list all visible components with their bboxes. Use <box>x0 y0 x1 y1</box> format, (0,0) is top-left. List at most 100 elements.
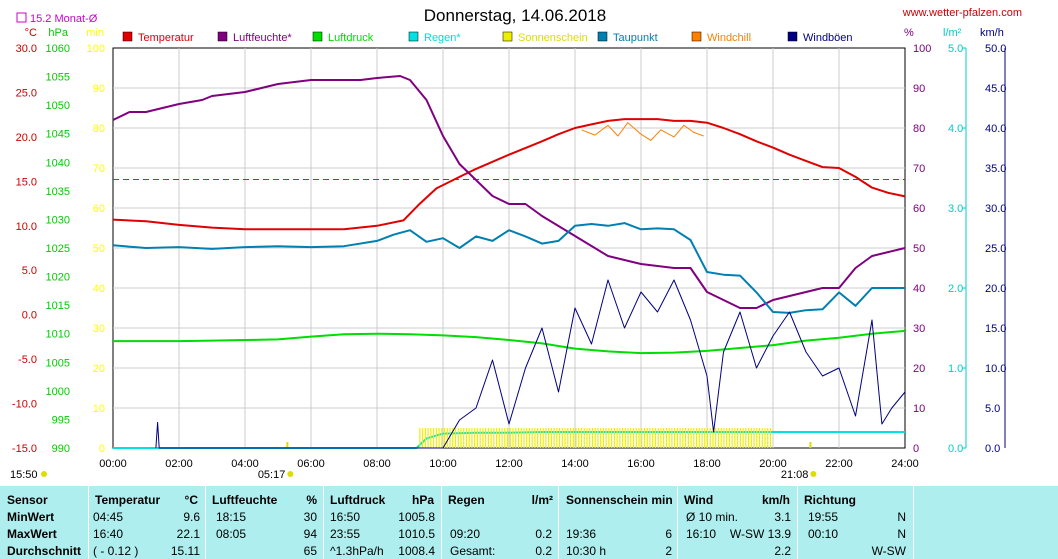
hum-time: 18:15 <box>216 510 247 524</box>
time-tick-label: 10:00 <box>429 458 457 470</box>
header-dir: Richtung <box>804 493 856 507</box>
rain-tick-label: 0.0 <box>948 443 963 455</box>
corner-time-label: 15:50 <box>10 469 38 481</box>
sunset-label: 21:08 <box>781 469 809 481</box>
wind-value: 2.2 <box>774 544 791 558</box>
wind-unit-label: km/h <box>980 27 1004 39</box>
rain-tick-label: 5.0 <box>948 43 963 55</box>
wind-time: 16:10 <box>686 527 717 541</box>
hum-value: 65 <box>303 544 317 558</box>
minutes-tick-label: 90 <box>93 83 105 95</box>
legend-label: Sonnenschein <box>518 32 588 44</box>
minutes-tick-label: 30 <box>93 323 105 335</box>
press-value: 1008.4 <box>398 544 435 558</box>
legend-label: Temperatur <box>138 32 194 44</box>
header-temp: Temperatur <box>95 493 161 507</box>
series-line-2 <box>113 329 906 355</box>
header-sun: Sonnenschein min <box>566 493 673 507</box>
sun-icon <box>810 471 817 477</box>
legend-label: Taupunkt <box>613 32 658 44</box>
weather-chart-svg: 30.0 25.0 20.0 15.0 10.0 5.0 0.0 -5.0 -10.0 -15.0… <box>10 6 1022 481</box>
time-tick-label: 24:00 <box>891 458 919 470</box>
pressure-tick-label: 990 <box>52 443 70 455</box>
header-rain: Regen <box>448 493 485 507</box>
table-divider <box>797 486 798 559</box>
header-hum-unit: % <box>306 493 317 507</box>
legend-swatch <box>691 31 702 42</box>
time-tick-label: 00:00 <box>99 458 127 470</box>
legend-swatch <box>312 31 323 42</box>
rain-unit-label: l/m² <box>943 27 962 39</box>
wind-tick-label: 5.0 <box>985 403 1000 415</box>
percent-tick-label: 80 <box>913 123 925 135</box>
temp-tick-label: 30.0 <box>16 43 37 55</box>
header-temp-unit: °C <box>184 493 198 507</box>
percent-tick-label: 30 <box>913 323 925 335</box>
wind-tick-label: 45.0 <box>985 83 1006 95</box>
rain-tick-label: 4.0 <box>948 123 963 135</box>
pressure-tick-label: 1055 <box>46 72 70 84</box>
legend-swatch <box>502 31 513 42</box>
legend-label: Windchill <box>707 32 751 44</box>
temp-tick-label: 20.0 <box>16 132 37 144</box>
header-rain-unit: l/m² <box>531 493 553 507</box>
rain-value: 0.2 <box>535 527 552 541</box>
table-divider <box>441 486 442 559</box>
percent-tick-label: 50 <box>913 243 925 255</box>
temp-unit-label: °C <box>25 27 37 39</box>
pressure-tick-label: 1045 <box>46 129 70 141</box>
row-label: MinWert <box>7 510 55 524</box>
percent-tick-label: 10 <box>913 403 925 415</box>
sun-time: 19:36 <box>566 527 597 541</box>
statistics-table: Sensor Temperatur °C Luftfeuchte% Luftdruck h… <box>0 486 1058 559</box>
wind-tick-label: 35.0 <box>985 163 1006 175</box>
pressure-tick-label: 1035 <box>46 186 70 198</box>
press-value: 1005.8 <box>398 510 435 524</box>
series-line-3 <box>113 431 905 449</box>
wind-tick-label: 25.0 <box>985 243 1006 255</box>
rain-value: 0.2 <box>535 544 552 558</box>
minutes-tick-label: 10 <box>93 403 105 415</box>
rain-tick-label: 2.0 <box>948 283 963 295</box>
header-sensor: Sensor <box>7 493 48 507</box>
time-tick-label: 06:00 <box>297 458 325 470</box>
minutes-tick-label: 100 <box>87 43 105 55</box>
hum-value: 30 <box>303 510 317 524</box>
press-value: 1010.5 <box>398 527 435 541</box>
legend-swatch <box>408 31 419 42</box>
header-wind: Wind <box>684 493 714 507</box>
percent-tick-label: 100 <box>913 43 931 55</box>
temp-time: 16:40 <box>93 527 124 541</box>
wind-value: 3.1 <box>774 510 791 524</box>
legend-swatch <box>597 31 608 42</box>
pressure-tick-label: 1010 <box>46 329 70 341</box>
time-tick-label: 12:00 <box>495 458 523 470</box>
temp-value: 22.1 <box>176 527 200 541</box>
temp-time: 04:45 <box>93 510 124 524</box>
pressure-tick-label: 1020 <box>46 272 70 284</box>
temp-tick-label: -15.0 <box>12 443 37 455</box>
pressure-tick-label: 1015 <box>46 300 70 312</box>
pressure-tick-label: 1050 <box>46 100 70 112</box>
sun-value: 2 <box>665 544 672 558</box>
row-label: MaxWert <box>7 527 57 541</box>
table-divider <box>913 486 914 559</box>
table-divider <box>205 486 206 559</box>
temp-tick-label: 25.0 <box>16 87 37 99</box>
legend-label: Luftfeuchte* <box>233 32 292 44</box>
minutes-tick-label: 0 <box>99 443 105 455</box>
legend-swatch <box>217 31 228 42</box>
monthly-avg-label: 15.2 Monat-Ø <box>30 13 98 25</box>
pressure-tick-label: 995 <box>52 414 70 426</box>
time-tick-label: 08:00 <box>363 458 391 470</box>
percent-tick-label: 60 <box>913 203 925 215</box>
pressure-unit-label: hPa <box>48 27 68 39</box>
dir-value: W-SW <box>871 544 906 558</box>
press-time: ^1.3hPa/h <box>330 544 384 558</box>
sun-value: 6 <box>665 527 672 541</box>
temp-tick-label: 10.0 <box>16 221 37 233</box>
percent-tick-label: 20 <box>913 363 925 375</box>
sun-icon <box>41 471 47 477</box>
wind-tick-label: 10.0 <box>985 363 1006 375</box>
monthly-avg-swatch <box>16 12 27 23</box>
